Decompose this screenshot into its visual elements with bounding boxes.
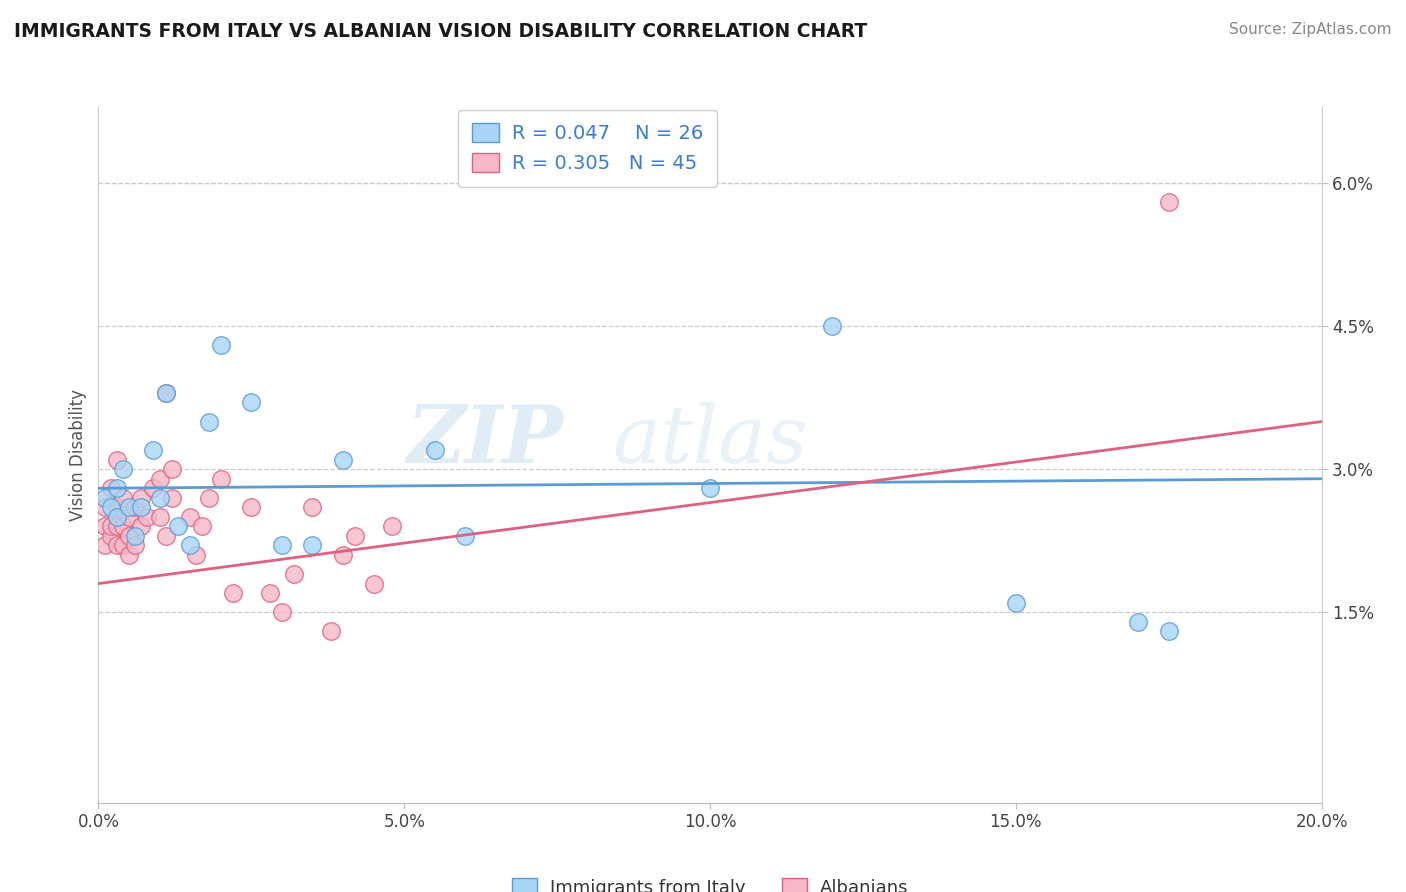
Point xyxy=(118,548,141,562)
Point xyxy=(259,586,281,600)
Text: ZIP: ZIP xyxy=(406,402,564,480)
Point xyxy=(111,491,134,505)
Legend: Immigrants from Italy, Albanians: Immigrants from Italy, Albanians xyxy=(505,871,915,892)
Point xyxy=(142,481,165,495)
Point xyxy=(1157,624,1180,639)
Point xyxy=(111,519,134,533)
Point xyxy=(111,539,134,553)
Point xyxy=(111,462,134,476)
Point xyxy=(423,443,446,458)
Point xyxy=(381,519,404,533)
Point xyxy=(93,539,115,553)
Point xyxy=(105,452,128,467)
Point xyxy=(197,491,219,505)
Point xyxy=(160,491,183,505)
Point xyxy=(179,539,201,553)
Point xyxy=(100,481,122,495)
Point xyxy=(155,386,177,401)
Point xyxy=(124,529,146,543)
Point xyxy=(129,519,152,533)
Point xyxy=(129,500,152,515)
Point xyxy=(197,415,219,429)
Point xyxy=(129,491,152,505)
Point xyxy=(222,586,245,600)
Point xyxy=(124,500,146,515)
Text: Source: ZipAtlas.com: Source: ZipAtlas.com xyxy=(1229,22,1392,37)
Point xyxy=(1157,195,1180,210)
Point xyxy=(118,529,141,543)
Point xyxy=(149,472,172,486)
Point xyxy=(454,529,477,543)
Y-axis label: Vision Disability: Vision Disability xyxy=(69,389,87,521)
Point xyxy=(167,519,190,533)
Point xyxy=(240,500,263,515)
Point xyxy=(155,529,177,543)
Point xyxy=(105,481,128,495)
Point xyxy=(319,624,342,639)
Point xyxy=(124,539,146,553)
Point xyxy=(93,519,115,533)
Point xyxy=(270,539,292,553)
Point xyxy=(821,319,844,334)
Point xyxy=(149,491,172,505)
Point xyxy=(209,338,232,352)
Point xyxy=(363,576,385,591)
Point xyxy=(118,500,141,515)
Point xyxy=(100,529,122,543)
Point xyxy=(118,509,141,524)
Point xyxy=(105,500,128,515)
Point xyxy=(332,452,354,467)
Point xyxy=(100,519,122,533)
Point xyxy=(301,500,323,515)
Point xyxy=(105,519,128,533)
Point xyxy=(283,567,305,582)
Point xyxy=(270,605,292,619)
Point xyxy=(179,509,201,524)
Text: IMMIGRANTS FROM ITALY VS ALBANIAN VISION DISABILITY CORRELATION CHART: IMMIGRANTS FROM ITALY VS ALBANIAN VISION… xyxy=(14,22,868,41)
Point xyxy=(186,548,208,562)
Point xyxy=(1128,615,1150,629)
Text: atlas: atlas xyxy=(612,402,807,480)
Point xyxy=(240,395,263,409)
Point xyxy=(699,481,721,495)
Point xyxy=(160,462,183,476)
Point xyxy=(105,509,128,524)
Point xyxy=(332,548,354,562)
Point xyxy=(209,472,232,486)
Point xyxy=(1004,596,1026,610)
Point xyxy=(344,529,367,543)
Point xyxy=(93,491,115,505)
Point xyxy=(100,500,122,515)
Point xyxy=(136,509,159,524)
Point xyxy=(155,386,177,401)
Point xyxy=(105,539,128,553)
Point xyxy=(191,519,214,533)
Point xyxy=(142,443,165,458)
Point xyxy=(301,539,323,553)
Point xyxy=(149,509,172,524)
Point xyxy=(93,500,115,515)
